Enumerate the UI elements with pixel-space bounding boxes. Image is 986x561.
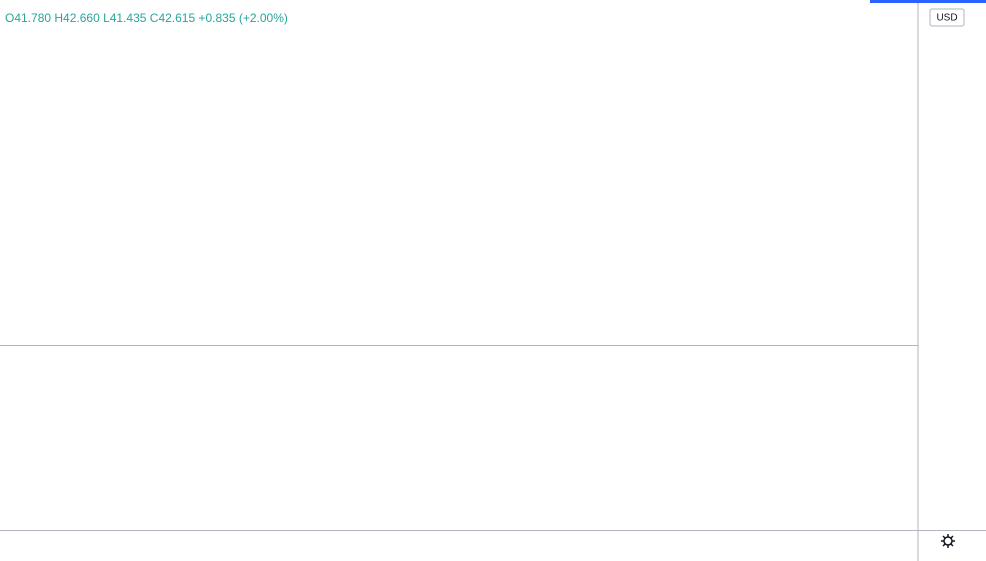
settings-icon[interactable] [941,534,955,548]
top-bar [870,0,986,3]
currency-box[interactable] [929,8,965,27]
currency: USD [936,13,957,24]
ohlc-legend: O41.780 H42.660 L41.435 C42.615 +0.835 (… [5,11,288,25]
